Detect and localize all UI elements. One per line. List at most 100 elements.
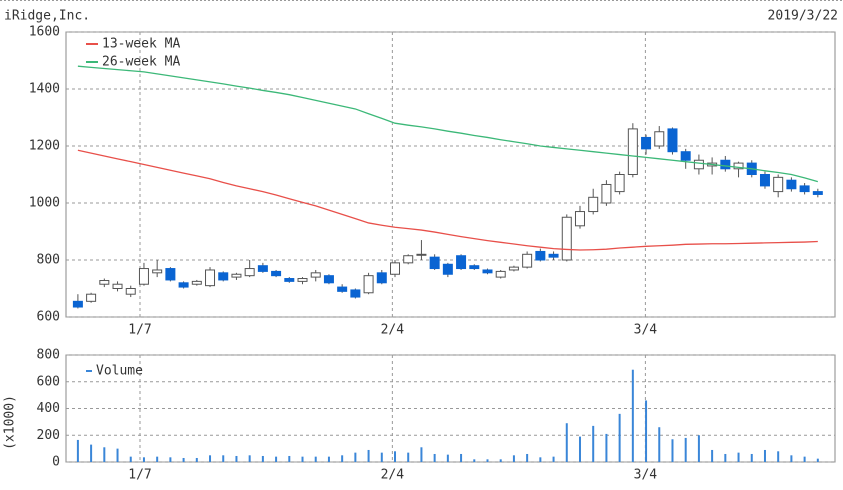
x-tick-label: 2/4 — [381, 468, 405, 483]
y-tick-label: 600 — [37, 310, 60, 325]
candle-body — [323, 275, 334, 284]
candle-body — [244, 268, 255, 277]
candle-body — [99, 280, 110, 285]
candle-body — [390, 262, 401, 275]
volume-bar — [354, 452, 357, 462]
volume-bar — [605, 433, 608, 462]
volume-bar — [552, 456, 555, 462]
volume-bar — [724, 453, 727, 462]
volume-bar — [156, 456, 159, 462]
candle-body — [297, 278, 308, 282]
volume-bar — [341, 455, 344, 462]
legend-label: Volume — [96, 364, 143, 379]
chart-date: 2019/3/22 — [768, 9, 838, 24]
candle-body — [191, 280, 202, 285]
volume-bar — [195, 457, 198, 462]
candle-body — [522, 253, 533, 268]
volume-bar — [565, 423, 568, 462]
volume-bar — [499, 459, 502, 462]
volume-bar — [539, 457, 542, 462]
y-tick-label: 1000 — [29, 196, 60, 211]
y-tick-label: 1200 — [29, 139, 60, 154]
candle-body — [205, 269, 216, 287]
volume-bar — [142, 457, 145, 462]
candle-body — [680, 151, 691, 161]
volume-bar — [182, 457, 185, 462]
volume-bar — [433, 453, 436, 462]
volume-bar — [367, 449, 370, 462]
volume-bar — [592, 425, 595, 462]
volume-bar — [671, 439, 674, 462]
y-tick-label: 800 — [37, 253, 60, 268]
candle-body — [561, 216, 572, 261]
volume-bar — [420, 447, 423, 462]
candle-body — [376, 272, 387, 284]
ma-line — [77, 149, 818, 251]
ma-line — [77, 65, 818, 183]
volume-bar — [618, 413, 621, 462]
candle-body — [416, 253, 427, 256]
candle-body — [786, 179, 797, 190]
volume-bar — [631, 369, 634, 462]
volume-bar — [446, 454, 449, 462]
candle-body — [482, 269, 493, 274]
candle-body — [469, 265, 480, 270]
volume-bar — [460, 453, 463, 462]
volume-bar — [248, 455, 251, 462]
candle-body — [152, 269, 163, 274]
candle-body — [614, 174, 625, 193]
candle-body — [641, 136, 652, 150]
volume-bar — [697, 435, 700, 462]
x-tick-label: 3/4 — [634, 468, 658, 483]
volume-bar — [658, 427, 661, 462]
candle-body — [812, 191, 823, 195]
x-tick-label: 1/7 — [128, 323, 151, 338]
candle-body — [284, 278, 295, 282]
candle-body — [720, 159, 731, 170]
legend-label: 13-week MA — [102, 37, 180, 52]
volume-bar — [790, 455, 793, 462]
volume-bar — [750, 453, 753, 462]
candle-body — [733, 162, 744, 170]
candle-body — [350, 289, 361, 298]
volume-bar — [803, 456, 806, 462]
volume-bar — [314, 456, 317, 462]
candle-body — [495, 270, 506, 278]
legend-label: 26-week MA — [102, 55, 180, 70]
volume-bar — [473, 459, 476, 462]
chart-title: iRidge,Inc. — [4, 9, 90, 24]
y-tick-label: 1400 — [29, 82, 60, 97]
volume-bar — [777, 451, 780, 462]
candle-body — [799, 185, 810, 193]
candle-body — [654, 131, 665, 147]
y-tick-label: 400 — [37, 401, 60, 416]
y-tick-label: 200 — [37, 428, 60, 443]
volume-bar — [275, 456, 278, 462]
volume-bar — [737, 452, 740, 462]
volume-bar — [526, 453, 529, 462]
candle-body — [125, 288, 136, 295]
volume-bar — [578, 436, 581, 462]
candle-body — [442, 263, 453, 275]
candle-body — [218, 272, 229, 281]
candle-body — [508, 266, 519, 271]
volume-bar — [103, 447, 106, 462]
candle-body — [759, 174, 770, 187]
candle-body — [773, 176, 784, 193]
candle-body — [535, 250, 546, 261]
candle-body — [588, 196, 599, 213]
volume-bar — [222, 455, 225, 462]
x-tick-label: 3/4 — [634, 323, 658, 338]
volume-bar — [327, 456, 330, 462]
candle-body — [271, 270, 282, 277]
candle-body — [601, 183, 612, 204]
candle-body — [363, 275, 374, 294]
volume-bar — [261, 455, 264, 462]
volume-bar — [711, 449, 714, 462]
volume-bar — [645, 400, 648, 462]
volume-bar — [209, 455, 212, 462]
candle-body — [667, 128, 678, 153]
y-tick-label: 800 — [37, 348, 60, 363]
candle-body — [231, 273, 242, 278]
